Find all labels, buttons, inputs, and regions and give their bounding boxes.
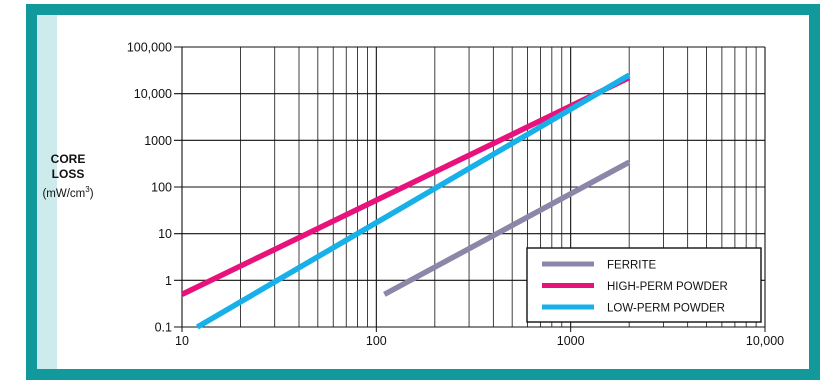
- x-tick-label: 1000: [557, 334, 585, 348]
- y-tick-label: 10,000: [134, 87, 172, 101]
- y-tick-label: 1: [165, 274, 172, 288]
- x-tick-label: 10: [175, 334, 189, 348]
- legend-label: HIGH-PERM POWDER: [607, 281, 728, 293]
- y-axis-unit-close: ): [89, 187, 94, 200]
- y-axis-unit-superscript: 3: [85, 185, 90, 194]
- x-tick-label: 10,000: [746, 334, 784, 348]
- y-axis-label: CORE LOSS (mW/cm3): [38, 152, 98, 202]
- y-tick-label: 0.1: [155, 321, 172, 335]
- y-tick-label: 10: [158, 227, 172, 241]
- y-axis-label-line-2: LOSS: [51, 167, 85, 181]
- series-line-low-perm-powder: [196, 72, 631, 330]
- legend-label: LOW-PERM POWDER: [607, 303, 725, 315]
- y-tick-label: 100,000: [127, 41, 172, 55]
- left-accent-strip: [37, 15, 57, 369]
- legend-label: FERRITE: [607, 260, 657, 272]
- series-line-high-perm-powder: [180, 75, 631, 297]
- y-tick-label: 1000: [144, 134, 172, 148]
- y-axis-unit-text: (mW/cm: [42, 187, 86, 200]
- y-tick-label: 100: [151, 181, 172, 195]
- y-axis-label-line-1: CORE: [50, 152, 86, 166]
- y-axis-unit: (mW/cm3): [38, 182, 98, 202]
- series-line-ferrite: [383, 159, 631, 297]
- x-tick-label: 100: [366, 334, 387, 348]
